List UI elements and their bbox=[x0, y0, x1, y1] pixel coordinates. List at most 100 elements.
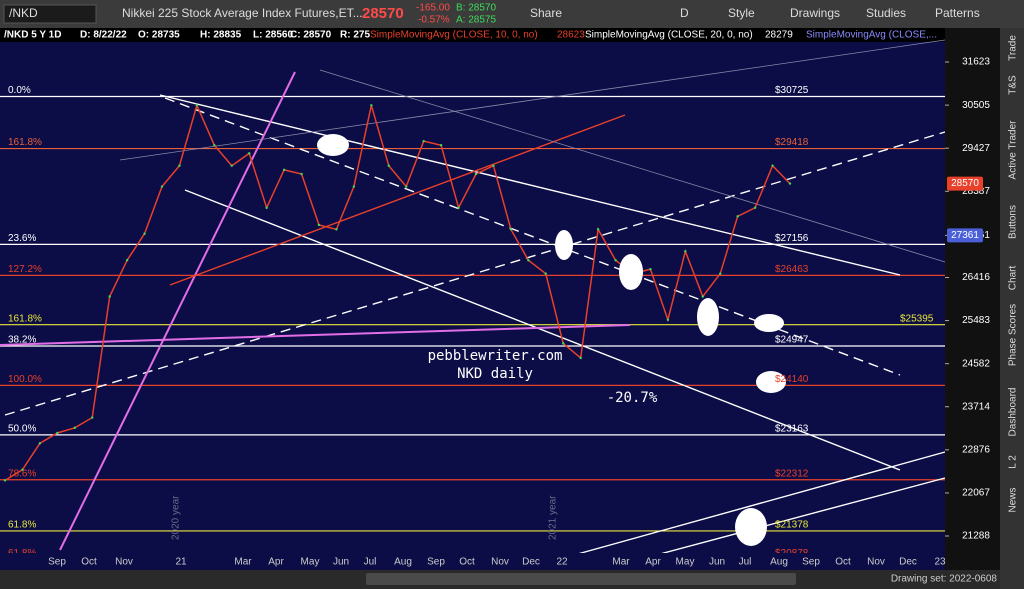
oval bbox=[754, 314, 784, 332]
level-price-label: $27156 bbox=[775, 233, 809, 244]
toolbar-button-label[interactable]: Drawings bbox=[790, 6, 840, 20]
toolbar-button-label[interactable]: Style bbox=[728, 6, 755, 20]
x-tick-label: Oct bbox=[81, 557, 97, 568]
price-point bbox=[108, 295, 111, 298]
x-tick-label: Apr bbox=[268, 557, 284, 568]
oval bbox=[697, 298, 719, 336]
price-point bbox=[91, 416, 94, 419]
level-price-label: $21378 bbox=[775, 520, 809, 531]
price-tick-label: 25483 bbox=[962, 315, 990, 326]
price-point bbox=[509, 228, 513, 231]
x-tick-label: Nov bbox=[867, 557, 885, 568]
status: Drawing set: 2022-0608 bbox=[891, 574, 998, 585]
price-point bbox=[666, 318, 670, 321]
price-point bbox=[195, 104, 199, 107]
toolbar-button-label[interactable]: Studies bbox=[866, 6, 906, 20]
price-point bbox=[317, 223, 321, 227]
price-point bbox=[73, 426, 76, 430]
sidebar-tab[interactable]: Active Trader bbox=[1008, 120, 1019, 180]
symbol[interactable]: /NKD bbox=[9, 6, 38, 20]
price-point bbox=[736, 215, 739, 218]
price-line bbox=[4, 103, 791, 482]
trend-line bbox=[184, 189, 901, 471]
price-point bbox=[579, 356, 582, 360]
info-date: D: 8/22/22 bbox=[80, 30, 127, 41]
price-point bbox=[474, 172, 478, 176]
trend-line bbox=[119, 39, 946, 161]
price-point bbox=[178, 164, 181, 167]
price-tick-label: 23714 bbox=[962, 401, 990, 412]
toolbar-button-label[interactable]: Patterns bbox=[935, 6, 980, 20]
scrollbar[interactable] bbox=[366, 573, 796, 585]
price-point bbox=[719, 272, 722, 275]
sidebar-tab[interactable]: Dashboard bbox=[1008, 388, 1019, 437]
toolbar-button[interactable] bbox=[842, 4, 846, 24]
sidebar-tab[interactable]: T&S bbox=[1008, 75, 1019, 95]
level-price-label: $22312 bbox=[775, 468, 809, 479]
toolbar-button[interactable] bbox=[766, 4, 770, 24]
level-label: 61.8% bbox=[8, 520, 36, 531]
level-label: 100.0% bbox=[8, 374, 42, 385]
toolbar-button[interactable] bbox=[656, 4, 660, 24]
price-point bbox=[788, 182, 792, 185]
info-low: L: 28560 bbox=[253, 30, 293, 41]
price-tick-label: 24582 bbox=[962, 358, 990, 369]
x-axis bbox=[0, 553, 945, 570]
price-tick-label: 26416 bbox=[962, 272, 990, 283]
x-tick-label: Dec bbox=[899, 557, 917, 568]
trend-line bbox=[519, 451, 946, 571]
study-name: SimpleMovingAvg (CLOSE, 10, 0, no) bbox=[370, 30, 538, 41]
info-bar bbox=[0, 28, 945, 42]
level-label: 50.0% bbox=[8, 424, 36, 435]
level-label: 78.6% bbox=[8, 468, 36, 479]
study-name: SimpleMovingAvg (CLOSE,... bbox=[806, 30, 937, 41]
sidebar-tab[interactable]: News bbox=[1008, 487, 1019, 512]
toolbar-button[interactable] bbox=[506, 4, 510, 24]
price-point bbox=[370, 104, 373, 107]
level-label: 127.2% bbox=[8, 264, 42, 275]
x-tick-label: Aug bbox=[394, 557, 412, 568]
price-point bbox=[21, 468, 24, 471]
x-tick-label: Sep bbox=[802, 557, 820, 568]
ask: A: 28575 bbox=[456, 15, 496, 26]
price-point bbox=[649, 267, 652, 271]
trend-line bbox=[4, 131, 946, 416]
price-point bbox=[701, 295, 704, 298]
price-point bbox=[562, 342, 565, 345]
info-symbol: /NKD 5 Y 1D bbox=[4, 30, 61, 41]
study-name: SimpleMovingAvg (CLOSE, 20, 0, no) bbox=[585, 30, 753, 41]
sidebar-tab[interactable]: Chart bbox=[1008, 266, 1019, 291]
symbol-box[interactable] bbox=[3, 4, 97, 24]
level-price-label: $30725 bbox=[775, 85, 809, 96]
price-point bbox=[265, 206, 268, 209]
price-tick-label: 22876 bbox=[962, 444, 990, 455]
price-point bbox=[300, 172, 303, 176]
price-point bbox=[38, 442, 42, 445]
price-tick-label: 31623 bbox=[962, 57, 990, 68]
sidebar-tab[interactable]: Buttons bbox=[1008, 205, 1019, 239]
x-tick-label: Nov bbox=[115, 557, 133, 568]
toolbar-button-label[interactable]: D bbox=[680, 6, 689, 20]
toolbar-button[interactable] bbox=[911, 4, 915, 24]
trend-line bbox=[0, 324, 631, 346]
toolbar-button-label[interactable]: Share bbox=[530, 6, 562, 20]
price-point bbox=[248, 152, 251, 155]
price-point bbox=[56, 431, 59, 435]
study-value: 28279 bbox=[765, 30, 793, 41]
chart-name: NKD daily bbox=[457, 366, 533, 382]
x-tick-label: Sep bbox=[427, 557, 445, 568]
price-point bbox=[614, 259, 617, 262]
level-price-label: $24140 bbox=[775, 374, 809, 385]
sidebar-tab[interactable]: Phase Scores bbox=[1008, 304, 1019, 366]
sidebar-tab[interactable]: Trade bbox=[1008, 35, 1019, 61]
sidebar-tab[interactable]: L 2 bbox=[1008, 455, 1019, 469]
x-tick-label: Dec bbox=[522, 557, 540, 568]
price-tick-label: 30505 bbox=[962, 100, 990, 111]
price-point bbox=[753, 206, 757, 209]
oval bbox=[756, 371, 786, 393]
price-point bbox=[527, 259, 530, 262]
x-tick-label: May bbox=[301, 557, 320, 568]
toolbar-button[interactable] bbox=[704, 4, 708, 24]
x-tick-label: Aug bbox=[770, 557, 788, 568]
